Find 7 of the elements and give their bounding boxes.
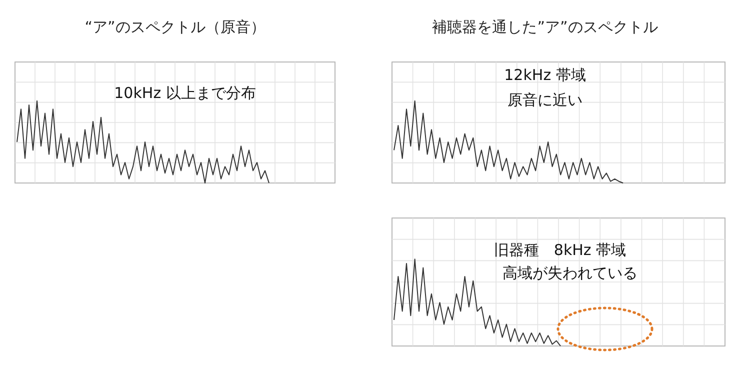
chart-title: 補聴器を通した”ア”のスペクトル: [432, 18, 658, 36]
annotation: 原音に近い: [508, 91, 582, 109]
text: 旧器種 8kHz 帯域: [494, 241, 626, 259]
text: 12kHz 帯域: [504, 66, 586, 84]
annotation: 高域が失われている: [502, 264, 638, 282]
annotation: 10kHz 以上まで分布: [114, 84, 256, 102]
chart-title: “ア”のスペクトル（原音）: [84, 18, 266, 36]
